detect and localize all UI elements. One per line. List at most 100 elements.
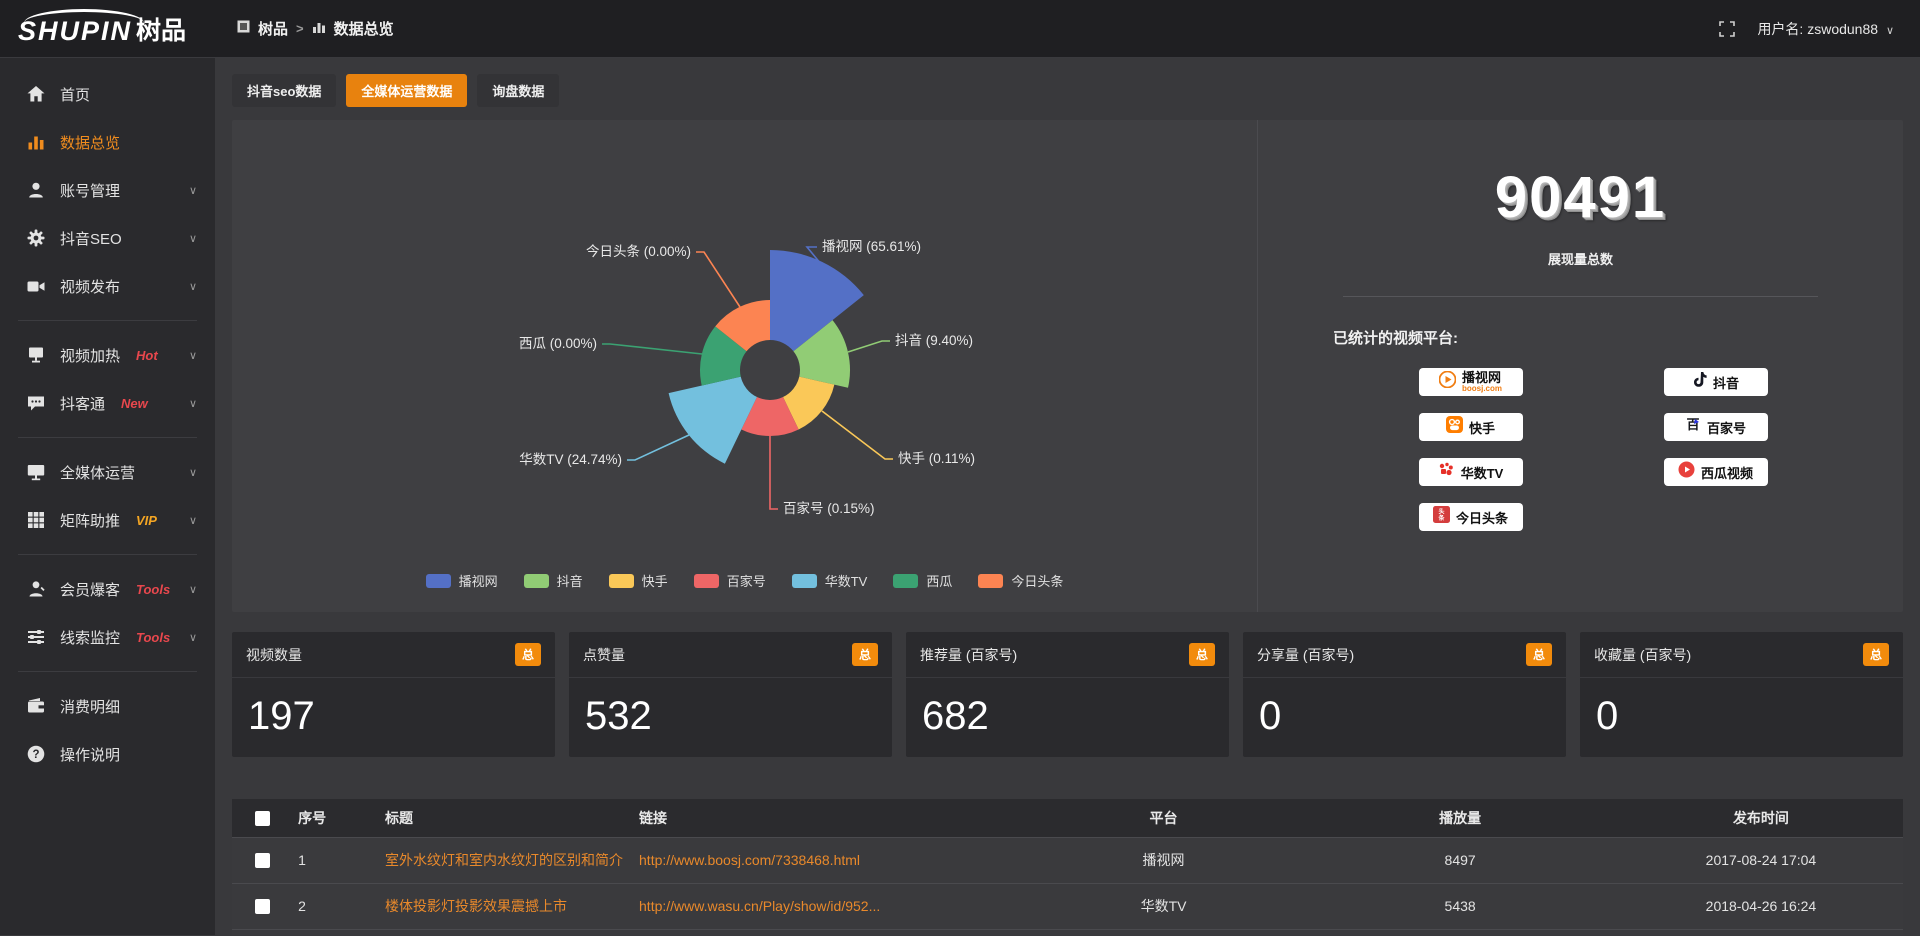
legend-swatch: [523, 573, 549, 588]
pie-slice-华数TV[interactable]: [668, 376, 757, 464]
monitor-icon: [26, 462, 46, 482]
sidebar-item-label: 首页: [60, 86, 91, 104]
legend-label: 快手: [641, 574, 668, 589]
sidebar-item-gear[interactable]: 抖音SEO ∨: [0, 214, 215, 262]
legend-label: 播视网: [458, 574, 498, 589]
cell-link[interactable]: http://www.wasu.cn/Play/show/id/952...: [639, 898, 881, 914]
slice-label-播视网: 播视网 (65.61%): [822, 239, 921, 254]
legend-swatch: [425, 573, 451, 588]
cell-title[interactable]: 室外水纹灯和室内水纹灯的区别和简介: [385, 852, 624, 868]
sidebar-item-user[interactable]: 账号管理 ∨: [0, 166, 215, 214]
label-line-快手: [821, 410, 893, 460]
stat-label: 分享量 (百家号): [1257, 646, 1355, 663]
platform-name: 抖音: [1712, 375, 1739, 391]
tab-1[interactable]: 全媒体运营数据: [346, 74, 468, 107]
pie-slice-抖音[interactable]: [793, 320, 850, 388]
breadcrumb-root[interactable]: 树品: [258, 21, 289, 38]
legend-item-华数TV[interactable]: 华数TV: [791, 571, 868, 590]
cell-title[interactable]: 楼体投影灯投影效果震撼上市: [385, 898, 568, 914]
cell-link[interactable]: http://www.boosj.com/7338468.html: [639, 852, 861, 868]
rose-chart[interactable]: 播视网 (65.61%) 抖音 (9.40%) 快手 (0.11%) 百家号 (0.1…: [232, 120, 1257, 550]
tab-0[interactable]: 抖音seo数据: [232, 74, 337, 107]
breadcrumb-current: 数据总览: [333, 21, 394, 38]
gear-icon: [26, 228, 46, 248]
platform-badge-抖音[interactable]: 抖音: [1663, 368, 1768, 396]
stat-label: 推荐量 (百家号): [920, 646, 1018, 663]
cell-title[interactable]: [379, 929, 633, 935]
platform-grid: 播视网 boosj.com 抖音快手 百百家号华数TV 西瓜视频头条今日头条: [1378, 368, 1808, 531]
sidebar-item-label: 数据总览: [60, 134, 121, 152]
sidebar-item-label: 线索监控: [60, 629, 121, 647]
legend-item-百家号[interactable]: 百家号: [693, 571, 766, 590]
sidebar-item-home[interactable]: 首页: [0, 70, 215, 118]
sidebar-item-sliders[interactable]: 线索监控 Tools ∨: [0, 613, 215, 661]
total-badge[interactable]: 总: [1862, 643, 1889, 666]
sidebar-item-monitor[interactable]: 全媒体运营 ∨: [0, 448, 215, 496]
home-icon: [26, 84, 46, 104]
col-no: 序号: [298, 809, 327, 826]
legend-item-快手[interactable]: 快手: [608, 571, 668, 590]
sidebar-item-screen[interactable]: 视频加热 Hot ∨: [0, 331, 215, 379]
cell-link[interactable]: [633, 929, 1026, 935]
platform-badge-今日头条[interactable]: 头条今日头条: [1418, 503, 1523, 531]
total-badge[interactable]: 总: [851, 643, 878, 666]
total-badge[interactable]: 总: [1525, 643, 1552, 666]
slice-label-抖音: 抖音 (9.40%): [895, 332, 973, 348]
sidebar-item-member[interactable]: 会员爆客 Tools ∨: [0, 565, 215, 613]
platform-badge-播视网[interactable]: 播视网 boosj.com: [1418, 368, 1523, 396]
platform-badge-华数TV[interactable]: 华数TV: [1418, 458, 1523, 486]
legend-label: 华数TV: [824, 574, 868, 589]
legend-swatch: [608, 573, 634, 588]
cell-plays: [1301, 929, 1618, 935]
sidebar-item-label: 抖客通: [60, 395, 106, 413]
screen-icon: [26, 345, 46, 365]
toutiao-logo-icon: 头条: [1432, 506, 1450, 528]
sidebar-item-video[interactable]: 视频发布 ∨: [0, 262, 215, 310]
rose-chart-zone: 播视网 (65.61%) 抖音 (9.40%) 快手 (0.11%) 百家号 (0.1…: [232, 120, 1257, 612]
sidebar-item-help[interactable]: ? 操作说明: [0, 730, 215, 778]
platform-badge-百家号[interactable]: 百百家号: [1663, 413, 1768, 441]
sidebar-badge-hot: Hot: [136, 347, 158, 363]
fullscreen-icon[interactable]: [1719, 20, 1736, 37]
sidebar-item-label: 矩阵助推: [60, 512, 121, 530]
label-line-华数TV: [627, 434, 690, 461]
xigua-logo-icon: [1678, 461, 1695, 483]
baijia-logo-icon: 百: [1685, 416, 1701, 438]
sidebar-badge-vip: VIP: [136, 512, 157, 528]
row-checkbox[interactable]: [254, 853, 270, 869]
row-checkbox[interactable]: [254, 899, 270, 915]
pie-slice-今日头条[interactable]: [715, 300, 770, 352]
slice-label-西瓜: 西瓜 (0.00%): [519, 336, 597, 351]
platform-badge-快手[interactable]: 快手: [1418, 413, 1523, 441]
chevron-down-icon: ∨: [188, 583, 197, 596]
sidebar-item-chart[interactable]: 数据总览: [0, 118, 215, 166]
username-menu[interactable]: 用户名: zswodun88 ∨: [1757, 19, 1894, 39]
chevron-down-icon: ∨: [188, 397, 197, 410]
platform-badge-西瓜视频[interactable]: 西瓜视频: [1663, 458, 1768, 486]
sliders-icon: [26, 627, 46, 647]
pie-slice-播视网[interactable]: [770, 250, 864, 352]
cell-no: [292, 929, 379, 935]
table-row: 2 楼体投影灯投影效果震撼上市 http://www.wasu.cn/Play/sh…: [232, 883, 1903, 929]
legend-item-抖音[interactable]: 抖音: [523, 571, 583, 590]
summary-divider: [1343, 296, 1818, 297]
pie-slice-西瓜[interactable]: [700, 326, 747, 386]
select-all-checkbox[interactable]: [254, 811, 270, 827]
sidebar-item-wallet[interactable]: 消费明细: [0, 682, 215, 730]
total-badge[interactable]: 总: [1188, 643, 1215, 666]
sidebar-item-chat[interactable]: 抖客通 New ∨: [0, 379, 215, 427]
label-line-播视网: [805, 246, 822, 265]
pie-slice-快手[interactable]: [783, 376, 835, 430]
legend-item-今日头条[interactable]: 今日头条: [978, 571, 1063, 590]
legend-item-西瓜[interactable]: 西瓜: [893, 571, 952, 590]
tab-2[interactable]: 询盘数据: [477, 74, 560, 107]
legend-swatch: [978, 573, 1004, 588]
col-time: 发布时间: [1732, 809, 1789, 826]
pie-slice-百家号[interactable]: [741, 397, 799, 437]
total-badge[interactable]: 总: [514, 643, 541, 666]
chevron-down-icon: ∨: [188, 514, 197, 527]
legend-item-播视网[interactable]: 播视网: [425, 571, 498, 590]
platform-name: 华数TV: [1460, 465, 1504, 481]
legend-swatch: [893, 573, 919, 588]
sidebar-item-grid[interactable]: 矩阵助推 VIP ∨: [0, 496, 215, 544]
